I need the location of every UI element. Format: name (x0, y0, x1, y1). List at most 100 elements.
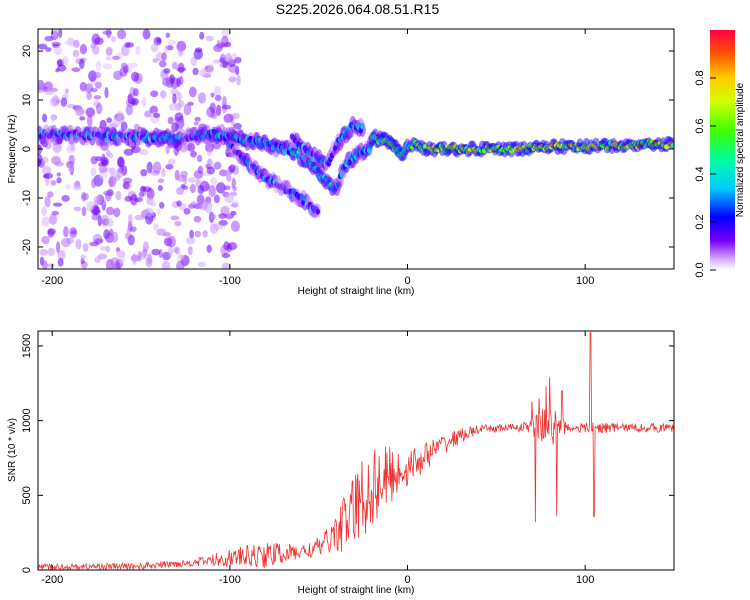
spectrogram-noise-blob (215, 182, 226, 194)
spectrogram-noise-blob (210, 213, 217, 220)
spectrogram-noise-blob (117, 29, 127, 40)
spectrogram-noise-blob (120, 121, 128, 131)
spectrogram-noise-blob (112, 55, 120, 60)
spectrogram-noise-blob (150, 90, 159, 98)
colorbar-tick-label: 0.8 (694, 70, 706, 85)
spectrogram-noise-blob (176, 77, 181, 88)
spectrogram-noise-blob (223, 185, 231, 191)
spectrogram-noise-blob (224, 41, 232, 48)
spectrogram-noise-blob (193, 121, 199, 126)
spectrogram-noise-blob (228, 76, 237, 83)
spectrogram-noise-blob (113, 207, 121, 218)
spectrogram-noise-blob (167, 235, 176, 248)
spectrogram-noise-blob (49, 179, 57, 186)
spectrogram-noise-blob (190, 150, 197, 158)
spectrogram-noise-blob (193, 215, 202, 223)
spectrogram-noise-blob (93, 195, 99, 207)
spectrogram-noise-blob (132, 88, 139, 97)
spectrogram-noise-blob (101, 159, 109, 167)
spectrogram-noise-blob (93, 95, 102, 100)
spectrogram-noise-blob (98, 164, 108, 173)
spectrogram-noise-blob (79, 116, 86, 121)
spectrogram-noise-blob (205, 35, 214, 42)
spectrogram-marks (38, 29, 674, 269)
spectrogram-noise-blob (38, 83, 46, 93)
spectrogram-noise-blob (112, 168, 118, 177)
spectrogram-noise-blob (74, 106, 84, 117)
spectrogram-noise-blob (80, 191, 87, 202)
spectrogram-noise-blob (90, 178, 97, 189)
spectrogram-noise-blob (75, 238, 82, 250)
spectrogram-noise-blob (194, 230, 202, 238)
spectrogram-noise-blob (194, 116, 201, 122)
spectrogram-noise-blob (192, 67, 199, 76)
spectrogram-noise-blob (105, 218, 114, 227)
spectrogram-noise-blob (213, 85, 222, 97)
spectrogram-noise-blob (167, 116, 174, 125)
spectrogram-noise-blob (119, 66, 128, 77)
spectrogram-noise-blob (213, 194, 220, 204)
spectrogram-noise-blob (190, 183, 196, 194)
spectrogram-track-point (670, 142, 674, 148)
spectrogram-noise-blob (80, 254, 87, 260)
snr-xtick-label: -200 (41, 574, 63, 586)
spectrogram-noise-blob (49, 213, 58, 225)
spectrogram-noise-blob (102, 30, 112, 35)
spectrogram-noise-blob (236, 74, 241, 86)
spectrogram-noise-blob (117, 111, 123, 119)
spectrogram-noise-blob (56, 177, 62, 184)
spectrogram-noise-blob (90, 43, 96, 49)
spectrogram-noise-blob (68, 154, 75, 166)
spectrogram-noise-blob (50, 114, 56, 122)
spectrogram-noise-blob (41, 206, 47, 217)
spectrogram-noise-blob (86, 115, 93, 127)
spectrogram-noise-blob (234, 56, 242, 64)
spectrogram-noise-blob (212, 59, 222, 64)
spectrogram-ylabel: Frequency (Hz) (7, 115, 18, 184)
spectrogram-noise-blob (123, 177, 133, 184)
spectrogram-noise-blob (44, 87, 54, 96)
snr-xlabel: Height of straight line (km) (298, 585, 415, 596)
spectrogram-noise-blob (156, 228, 167, 236)
spectrogram-noise-blob (161, 52, 167, 61)
spectrogram-noise-blob (81, 206, 87, 217)
spectrogram-track-point (315, 208, 321, 215)
spectrogram-noise-blob (232, 112, 240, 120)
spectrogram-noise-blob (223, 113, 234, 124)
colorbar-tick-label: 0.4 (694, 166, 706, 181)
spectrogram-noise-blob (126, 227, 131, 239)
spectrogram-xlabel: Height of straight line (km) (298, 286, 415, 297)
spectrogram-noise-blob (72, 49, 80, 58)
spectrogram-noise-blob (125, 104, 133, 116)
spectrogram-noise-blob (183, 208, 191, 215)
spectrogram-noise-blob (163, 68, 171, 74)
spectrogram-noise-blob (102, 63, 113, 70)
spectrogram-noise-blob (165, 32, 170, 38)
spectrogram-noise-blob (187, 142, 196, 152)
colorbar-tick-label: 0.0 (694, 262, 706, 277)
spectrogram-noise-blob (160, 90, 167, 99)
spectrogram-noise-blob (105, 47, 113, 56)
spectrogram-noise-blob (188, 177, 196, 183)
spectrogram-noise-blob (210, 92, 215, 98)
spectrogram-noise-blob (189, 229, 194, 239)
spectrogram-noise-blob (146, 161, 153, 174)
spectrogram-noise-blob (187, 246, 193, 256)
spectrogram-noise-blob (233, 122, 242, 130)
spectrogram-ytick-label: 10 (21, 94, 33, 106)
spectrogram-noise-blob (221, 253, 231, 259)
spectrogram-noise-blob (153, 223, 159, 231)
spectrogram-xtick-label: 100 (576, 275, 594, 287)
spectrogram-noise-blob (158, 201, 165, 209)
spectrogram-noise-blob (82, 243, 89, 252)
spectrogram-noise-blob (156, 37, 162, 44)
spectrogram-noise-blob (45, 47, 52, 52)
spectrogram-noise-blob (58, 29, 63, 39)
spectrogram-noise-blob (170, 88, 179, 96)
spectrogram-noise-blob (55, 241, 61, 254)
spectrogram-noise-blob (134, 214, 145, 221)
spectrogram-noise-blob (38, 154, 43, 165)
spectrogram-noise-blob (143, 207, 154, 217)
spectrogram-noise-blob (42, 165, 52, 176)
